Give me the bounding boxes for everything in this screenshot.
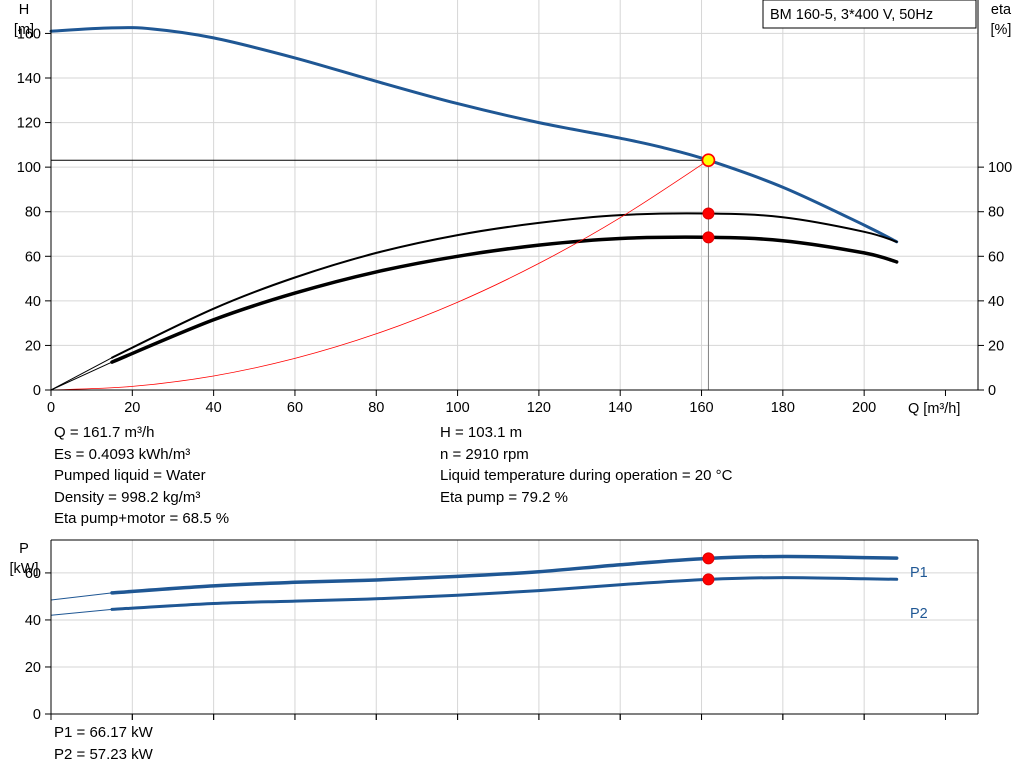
curve-eta-ext <box>50 357 113 391</box>
p1-series-label: P1 <box>910 565 928 581</box>
curve-p1 <box>110 554 899 595</box>
result-specific-energy: Es = 0.4093 kWh/m³ <box>54 445 191 463</box>
curve-eta-ext2 <box>50 361 113 391</box>
result-speed: n = 2910 rpm <box>440 445 529 463</box>
x-tick-label-200: 200 <box>852 400 876 416</box>
duty-marker-1 <box>702 573 715 586</box>
y-tick-label-right-80: 80 <box>988 205 1004 221</box>
y-tick-label-left-40: 40 <box>25 294 41 310</box>
x-tick-label-140: 140 <box>608 400 632 416</box>
operating-point-marker <box>701 153 716 168</box>
curve-p1-ext <box>50 592 113 601</box>
x-tick-label-60: 60 <box>287 400 303 416</box>
x-axis-label: Q [m³/h] <box>908 401 960 417</box>
legend-box <box>762 0 977 29</box>
y-tick-label-left-0: 0 <box>33 383 41 399</box>
curve-eta-pump <box>111 212 898 359</box>
x-tick-label-120: 120 <box>527 400 551 416</box>
power-results: P1 = 66.17 kW P2 = 57.23 kW <box>54 722 153 765</box>
top-chart-axes: 0 20 40 60 80 100 120 140 160 180 2000204060801001… <box>17 0 1012 416</box>
power-chart-curves <box>50 552 899 616</box>
y-tick-label-right-100: 100 <box>988 160 1012 176</box>
duty-marker-0 <box>702 207 715 220</box>
y-tick-label-left-100: 100 <box>17 160 41 176</box>
y-tick-label-left-20: 20 <box>25 338 41 354</box>
x-tick-label-180: 180 <box>771 400 795 416</box>
curve-h <box>49 26 899 244</box>
y-tick-label-left-80: 80 <box>25 205 41 221</box>
x-tick-label-80: 80 <box>368 400 384 416</box>
curve-system-curve <box>50 159 709 391</box>
legend-box-text: BM 160-5, 3*400 V, 50Hz <box>770 7 933 23</box>
y-tick-label-left-60: 60 <box>25 249 41 265</box>
y-tick-label-left-0: 0 <box>33 707 41 723</box>
results-left: Q = 161.7 m³/h Es = 0.4093 kWh/m³ Pumped… <box>54 422 229 530</box>
y-label-eta-unit: [%] <box>991 22 1012 38</box>
top-chart-labels: H [m] eta [%] Q [m³/h] BM 160-5, 3*400 V… <box>14 0 1012 417</box>
curve-h-ext <box>50 27 113 32</box>
power-chart-labels: P [kW] P1 P2 <box>10 541 928 622</box>
result-head: H = 103.1 m <box>440 424 523 441</box>
result-p1: P1 = 66.17 kW <box>54 724 153 741</box>
top-chart-grid <box>51 0 978 390</box>
y-tick-label-left-60: 60 <box>25 566 41 582</box>
y-tick-label-left-20: 20 <box>25 660 41 676</box>
y-tick-label-right-60: 60 <box>988 249 1004 265</box>
y-tick-label-right-20: 20 <box>988 338 1004 354</box>
y-label-h-unit: [m] <box>14 22 34 38</box>
y-label-p: P <box>19 541 29 557</box>
result-liquid-temperature: Liquid temperature during operation = 20… <box>440 467 733 484</box>
curve-eta-pump-motor <box>110 235 899 364</box>
x-tick-label-20: 20 <box>124 400 140 416</box>
result-density: Density = 998.2 kg/m³ <box>54 488 201 506</box>
duty-marker-1 <box>702 231 715 244</box>
curve-p2 <box>110 576 899 611</box>
y-label-eta: eta <box>991 2 1012 18</box>
y-label-h: H <box>19 2 29 18</box>
result-flow: Q = 161.7 m³/h <box>54 424 155 441</box>
x-tick-label-160: 160 <box>689 400 713 416</box>
power-chart-axes: 0 20 40 60 <box>25 539 979 723</box>
power-chart-grid <box>51 540 978 714</box>
result-eta-pump-motor: Eta pump+motor = 68.5 % <box>54 510 230 527</box>
result-p2: P2 = 57.23 kW <box>54 745 153 763</box>
results-right: H = 103.1 m n = 2910 rpm Liquid temperat… <box>440 422 732 508</box>
p2-series-label: P2 <box>910 606 928 622</box>
x-tick-label-40: 40 <box>206 400 222 416</box>
y-label-p-unit: [kW] <box>10 561 39 577</box>
y-tick-label-left-40: 40 <box>25 613 41 629</box>
y-tick-label-right-40: 40 <box>988 294 1004 310</box>
x-tick-label-100: 100 <box>445 400 469 416</box>
x-tick-label-0: 0 <box>47 400 55 416</box>
duty-marker-0 <box>702 552 715 565</box>
top-chart-curves <box>49 26 899 391</box>
result-eta-pump: Eta pump = 79.2 % <box>440 488 568 506</box>
curve-p2-ext <box>50 608 113 616</box>
y-tick-label-left-160: 160 <box>17 26 41 42</box>
y-tick-label-right-0: 0 <box>988 383 996 399</box>
y-tick-label-left-140: 140 <box>17 71 41 87</box>
result-pumped-liquid: Pumped liquid = Water <box>54 467 206 484</box>
y-tick-label-left-120: 120 <box>17 116 41 132</box>
